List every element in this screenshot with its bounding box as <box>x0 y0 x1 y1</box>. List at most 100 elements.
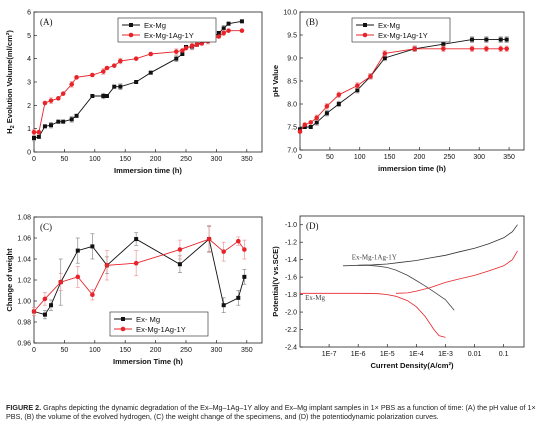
panel-a-series-b-point <box>104 65 110 71</box>
panel-a-series-b-point <box>226 28 231 33</box>
panel-c-xtick-label: 300 <box>211 347 223 354</box>
panel-b-series-a-point <box>308 125 313 129</box>
panel-c-x-axis-label: Immersion Time (h) <box>113 357 183 366</box>
panel-d-ytick-label: -2.0 <box>285 310 297 317</box>
panel-c-series-b-point <box>104 263 110 268</box>
panel-a-series-a-point <box>69 117 74 122</box>
panel-c-ytick-label: 1.04 <box>17 257 31 264</box>
panel-c-legend-label: Ex- Mg <box>136 315 160 324</box>
panel-c-xtick-label: 200 <box>150 347 162 354</box>
panel-d-series-b-curve-label: Ex-Mg <box>305 294 325 302</box>
panel-a-series-b-point <box>74 75 79 80</box>
panel-b-series-a-point <box>324 111 329 116</box>
panel-a-series-b-point <box>36 129 42 135</box>
panel-c-series-a-point <box>49 303 54 308</box>
panel-b-series-b-point <box>314 115 320 121</box>
panel-a-ytick-label: 4 <box>27 56 31 63</box>
panel-c-y-axis-label: Change of weight <box>5 248 14 312</box>
panel-a-series-a-point <box>49 123 54 128</box>
panel-c-series-b-line <box>33 238 245 312</box>
panel-b-series-b-point <box>441 46 446 52</box>
panel-d-series-b-curve <box>395 250 518 294</box>
panel-b-series-b-point <box>355 83 360 88</box>
panel-c-series-b-point <box>133 260 139 266</box>
panel-b-series-b-point <box>382 51 388 56</box>
panel-a-ytick-label: 2 <box>27 103 31 110</box>
panel-c-xtick-label: 100 <box>89 347 101 354</box>
panel-d-ytick-label: -1.0 <box>285 222 297 229</box>
panel-b-ytick-label: 7.0 <box>287 148 297 155</box>
panel-a-series-a-point <box>36 134 41 139</box>
panel-b-series-a-point <box>441 42 446 47</box>
panel-c-legend-swatch-marker <box>121 317 125 321</box>
panel-a-series-a-point <box>32 136 36 140</box>
figure-caption: FIGURE 2. Graphs depicting the dynamic d… <box>6 403 548 422</box>
panel-a-series-a-point <box>61 119 66 124</box>
panel-a-series-a-point <box>90 94 95 98</box>
panel-c-xtick-label: 350 <box>241 347 253 354</box>
panel-b-series-a-point <box>382 56 387 60</box>
panel-d-xtick-label: 1E-4 <box>409 351 424 358</box>
panel-b-series-a-point <box>302 125 307 129</box>
panel-a-xtick-label: 350 <box>241 156 253 163</box>
panel-a-xtick-label: 0 <box>32 156 36 163</box>
panel-b-series-b-point <box>412 46 417 52</box>
panel-a-series-b-point <box>60 91 66 96</box>
panel-c-ytick-label: 1.02 <box>17 278 31 285</box>
panel-b-xtick-label: 50 <box>326 154 334 161</box>
panel-a-series-b-point <box>48 98 54 103</box>
panel-c-ytick-label: 1.08 <box>17 215 31 222</box>
panel-b-series-b-point <box>297 129 303 134</box>
panel-a-series-b-point <box>180 48 185 53</box>
panel-a-series-b-point <box>111 63 117 68</box>
panel-b-series-b-point <box>302 122 308 127</box>
panel-a-series-b-point <box>69 82 74 87</box>
panel-d-frame <box>299 215 525 348</box>
panel-d-ytick-label: -1.2 <box>285 240 297 247</box>
panel-b-x-axis-label: immersion time (h) <box>378 164 446 173</box>
panel-b-series-a-point <box>504 37 509 42</box>
panel-b-series-a-point <box>355 88 360 93</box>
panel-a-series-a-point <box>239 19 244 24</box>
panel-a-series-b-point <box>183 45 189 51</box>
panel-d-xtick-label: 0.01 <box>468 351 482 358</box>
panel-a-series-b-point <box>118 58 123 64</box>
panel-a-series-b-point <box>173 49 179 54</box>
panel-a-x-axis-label: Immersion time (h) <box>114 166 182 175</box>
panel-b-xtick-label: 350 <box>503 154 515 161</box>
panel-b-series-b-line <box>299 48 507 132</box>
panel-d-xtick-label: 0.1 <box>499 351 509 358</box>
panel-c-series-a-point <box>242 274 247 279</box>
panel-d-xtick-label: 1E-7 <box>322 351 337 358</box>
panel-a-panel-label: (A) <box>40 17 53 27</box>
panel-a-series-a-point <box>180 52 185 56</box>
panel-c-series-a-point <box>90 244 95 249</box>
panel-b-ytick-label: 7.5 <box>287 125 297 132</box>
panel-b-ytick-label: 9.0 <box>287 56 297 63</box>
panel-c-ytick-label: 1.06 <box>17 236 31 243</box>
panel-d-series-a-curve <box>342 264 455 311</box>
panel-d-ytick-label: -1.8 <box>285 292 297 299</box>
panel-b-legend-label: Ex-Mg-1Ag-1Y <box>378 31 428 40</box>
panel-d-ytick-label: -1.4 <box>285 257 297 264</box>
panel-a-series-b-point <box>189 43 195 49</box>
panel-a-series-b-point <box>101 69 106 74</box>
figure-canvas: 0 1 2 3 4 5 6 0 50 100 150 200 250 300 350 (A) Immersion… <box>5 10 525 370</box>
panel-a-series-b-point <box>239 28 245 33</box>
panel-a-series-b-point <box>31 129 37 135</box>
panel-d-ytick-label: -1.6 <box>285 275 297 282</box>
panel-d-xtick-label: 1E-6 <box>351 351 366 358</box>
panel-a-series-b-point <box>194 42 200 47</box>
panel-d-x-axis-label: Current Density(A/cm²) <box>370 361 454 370</box>
panel-b-legend-swatch-marker <box>362 32 368 38</box>
caption-label: FIGURE 2. <box>6 403 42 412</box>
panel-b-series-b-point <box>324 104 330 109</box>
panel-a-series-b-point <box>42 100 48 106</box>
panel-b-xtick-label: 200 <box>414 154 426 161</box>
panel-a-legend-swatch-marker <box>129 23 133 27</box>
panel-a-legend-label: Ex-Mg-1Ag-1Y <box>144 31 194 40</box>
panel-b-panel-label: (B) <box>306 17 318 27</box>
panel-b-series-a-point <box>484 37 489 42</box>
panel-b-ytick-label: 9.5 <box>287 33 297 40</box>
panel-a-series-a-point <box>174 56 179 61</box>
